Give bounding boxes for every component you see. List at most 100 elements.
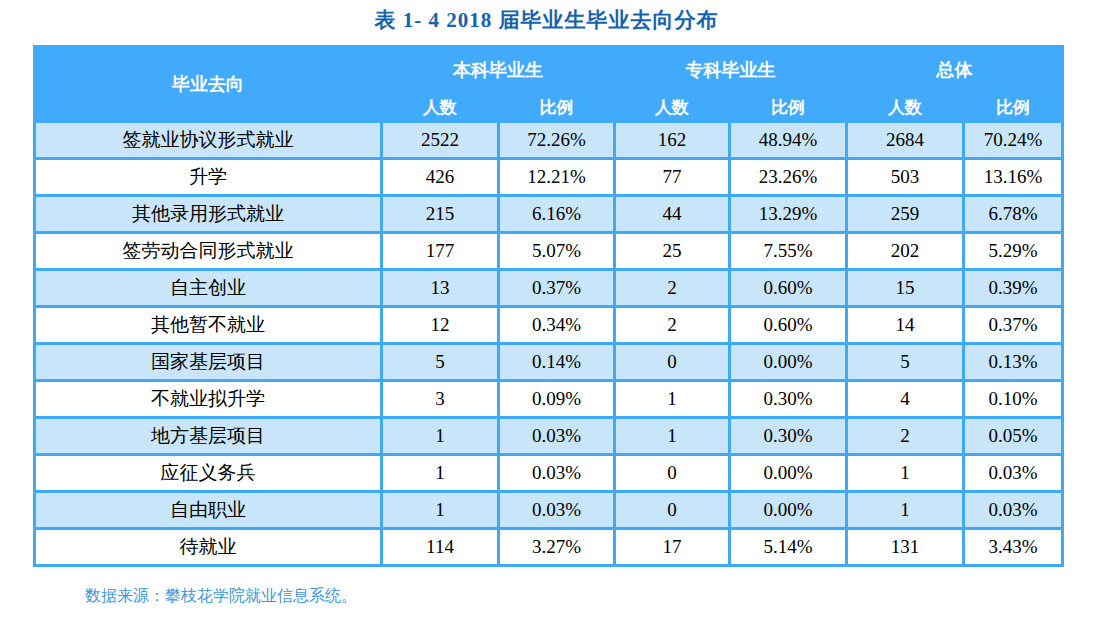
jc-ratio-cell: 0.60%	[730, 270, 847, 307]
jc-count-cell: 0	[615, 344, 730, 381]
jc-ratio-cell: 23.26%	[730, 159, 847, 196]
header-cell-destination: 毕业去向	[35, 47, 382, 122]
jc-count-cell: 1	[615, 418, 730, 455]
jc-count-cell: 0	[615, 492, 730, 529]
page-title: 表 1- 4 2018 届毕业生毕业去向分布	[0, 6, 1093, 34]
header-group-total: 总体	[847, 47, 1063, 94]
jc-ratio-cell: 0.60%	[730, 307, 847, 344]
ug-ratio-cell: 0.03%	[499, 455, 615, 492]
total-count-cell: 503	[847, 159, 964, 196]
ug-count-cell: 114	[382, 529, 499, 566]
ug-ratio-cell: 72.26%	[499, 122, 615, 159]
ug-ratio-cell: 5.07%	[499, 233, 615, 270]
header-group-undergraduate: 本科毕业生	[382, 47, 615, 94]
total-count-cell: 2684	[847, 122, 964, 159]
jc-count-cell: 25	[615, 233, 730, 270]
total-ratio-cell: 70.24%	[964, 122, 1063, 159]
jc-ratio-cell: 0.00%	[730, 344, 847, 381]
header-cell-total-ratio: 比例	[964, 94, 1063, 122]
jc-ratio-cell: 13.29%	[730, 196, 847, 233]
jc-ratio-cell: 0.30%	[730, 381, 847, 418]
ug-ratio-cell: 0.37%	[499, 270, 615, 307]
ug-count-cell: 3	[382, 381, 499, 418]
destination-cell: 升学	[35, 159, 382, 196]
destination-cell: 自由职业	[35, 492, 382, 529]
jc-count-cell: 0	[615, 455, 730, 492]
total-ratio-cell: 0.03%	[964, 455, 1063, 492]
jc-count-cell: 77	[615, 159, 730, 196]
total-count-cell: 14	[847, 307, 964, 344]
header-cell-ug-count: 人数	[382, 94, 499, 122]
total-ratio-cell: 0.37%	[964, 307, 1063, 344]
destination-cell: 签劳动合同形式就业	[35, 233, 382, 270]
table-row: 其他录用形式就业 215 6.16% 44 13.29% 259 6.78%	[35, 196, 1063, 233]
table-row: 地方基层项目 1 0.03% 1 0.30% 2 0.05%	[35, 418, 1063, 455]
total-count-cell: 2	[847, 418, 964, 455]
ug-ratio-cell: 0.34%	[499, 307, 615, 344]
graduation-destination-table: 毕业去向 本科毕业生 专科毕业生 总体 人数 比例 人数 比例 人数 比例 签就…	[33, 45, 1064, 567]
total-count-cell: 4	[847, 381, 964, 418]
table-row: 升学 426 12.21% 77 23.26% 503 13.16%	[35, 159, 1063, 196]
ug-ratio-cell: 0.14%	[499, 344, 615, 381]
jc-count-cell: 2	[615, 270, 730, 307]
ug-ratio-cell: 0.09%	[499, 381, 615, 418]
total-ratio-cell: 0.03%	[964, 492, 1063, 529]
total-ratio-cell: 6.78%	[964, 196, 1063, 233]
table-header: 毕业去向 本科毕业生 专科毕业生 总体 人数 比例 人数 比例 人数 比例	[35, 47, 1063, 122]
header-cell-ug-ratio: 比例	[499, 94, 615, 122]
total-ratio-cell: 0.39%	[964, 270, 1063, 307]
jc-ratio-cell: 48.94%	[730, 122, 847, 159]
ug-ratio-cell: 3.27%	[499, 529, 615, 566]
destination-cell: 应征义务兵	[35, 455, 382, 492]
table-row: 签就业协议形式就业 2522 72.26% 162 48.94% 2684 70…	[35, 122, 1063, 159]
destination-cell: 地方基层项目	[35, 418, 382, 455]
total-ratio-cell: 0.13%	[964, 344, 1063, 381]
ug-ratio-cell: 12.21%	[499, 159, 615, 196]
ug-count-cell: 215	[382, 196, 499, 233]
ug-count-cell: 13	[382, 270, 499, 307]
header-cell-total-count: 人数	[847, 94, 964, 122]
table-row: 自主创业 13 0.37% 2 0.60% 15 0.39%	[35, 270, 1063, 307]
total-ratio-cell: 5.29%	[964, 233, 1063, 270]
total-ratio-cell: 0.10%	[964, 381, 1063, 418]
table-row: 其他暂不就业 12 0.34% 2 0.60% 14 0.37%	[35, 307, 1063, 344]
ug-count-cell: 177	[382, 233, 499, 270]
jc-ratio-cell: 5.14%	[730, 529, 847, 566]
ug-ratio-cell: 6.16%	[499, 196, 615, 233]
jc-count-cell: 44	[615, 196, 730, 233]
table-row: 签劳动合同形式就业 177 5.07% 25 7.55% 202 5.29%	[35, 233, 1063, 270]
destination-cell: 自主创业	[35, 270, 382, 307]
table-row: 国家基层项目 5 0.14% 0 0.00% 5 0.13%	[35, 344, 1063, 381]
total-count-cell: 202	[847, 233, 964, 270]
total-count-cell: 259	[847, 196, 964, 233]
table-row: 自由职业 1 0.03% 0 0.00% 1 0.03%	[35, 492, 1063, 529]
header-cell-jc-ratio: 比例	[730, 94, 847, 122]
table-row: 不就业拟升学 3 0.09% 1 0.30% 4 0.10%	[35, 381, 1063, 418]
total-count-cell: 5	[847, 344, 964, 381]
ug-ratio-cell: 0.03%	[499, 418, 615, 455]
jc-ratio-cell: 7.55%	[730, 233, 847, 270]
total-ratio-cell: 3.43%	[964, 529, 1063, 566]
total-count-cell: 1	[847, 492, 964, 529]
destination-cell: 其他暂不就业	[35, 307, 382, 344]
table-row: 应征义务兵 1 0.03% 0 0.00% 1 0.03%	[35, 455, 1063, 492]
destination-cell: 其他录用形式就业	[35, 196, 382, 233]
total-count-cell: 131	[847, 529, 964, 566]
ug-count-cell: 1	[382, 455, 499, 492]
total-count-cell: 1	[847, 455, 964, 492]
jc-count-cell: 17	[615, 529, 730, 566]
table-row: 待就业 114 3.27% 17 5.14% 131 3.43%	[35, 529, 1063, 566]
total-ratio-cell: 0.05%	[964, 418, 1063, 455]
ug-ratio-cell: 0.03%	[499, 492, 615, 529]
jc-count-cell: 162	[615, 122, 730, 159]
destination-cell: 待就业	[35, 529, 382, 566]
ug-count-cell: 5	[382, 344, 499, 381]
destination-cell: 不就业拟升学	[35, 381, 382, 418]
ug-count-cell: 1	[382, 492, 499, 529]
total-count-cell: 15	[847, 270, 964, 307]
table-body: 签就业协议形式就业 2522 72.26% 162 48.94% 2684 70…	[35, 122, 1063, 566]
destination-cell: 国家基层项目	[35, 344, 382, 381]
jc-ratio-cell: 0.30%	[730, 418, 847, 455]
ug-count-cell: 2522	[382, 122, 499, 159]
total-ratio-cell: 13.16%	[964, 159, 1063, 196]
